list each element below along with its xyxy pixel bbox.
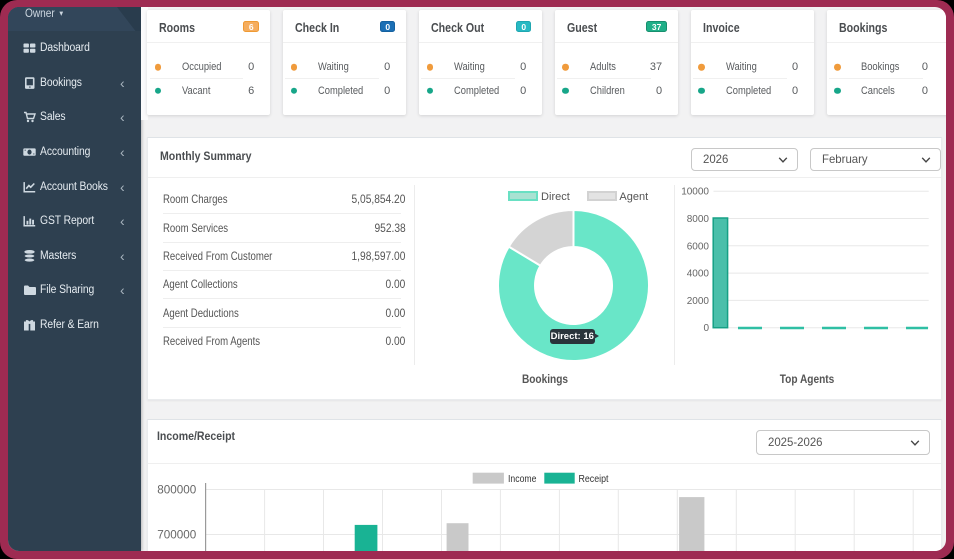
svg-text:6000: 6000 <box>687 241 710 252</box>
svg-text:2000: 2000 <box>687 296 710 307</box>
svg-text:10000: 10000 <box>681 187 709 198</box>
svg-text:Income: Income <box>508 473 537 485</box>
svg-text:4000: 4000 <box>687 269 710 280</box>
svg-text:700000: 700000 <box>157 530 196 542</box>
svg-text:0: 0 <box>703 323 709 334</box>
svg-text:800000: 800000 <box>157 485 196 497</box>
svg-text:8000: 8000 <box>687 214 710 225</box>
svg-text:Receipt: Receipt <box>579 473 609 485</box>
